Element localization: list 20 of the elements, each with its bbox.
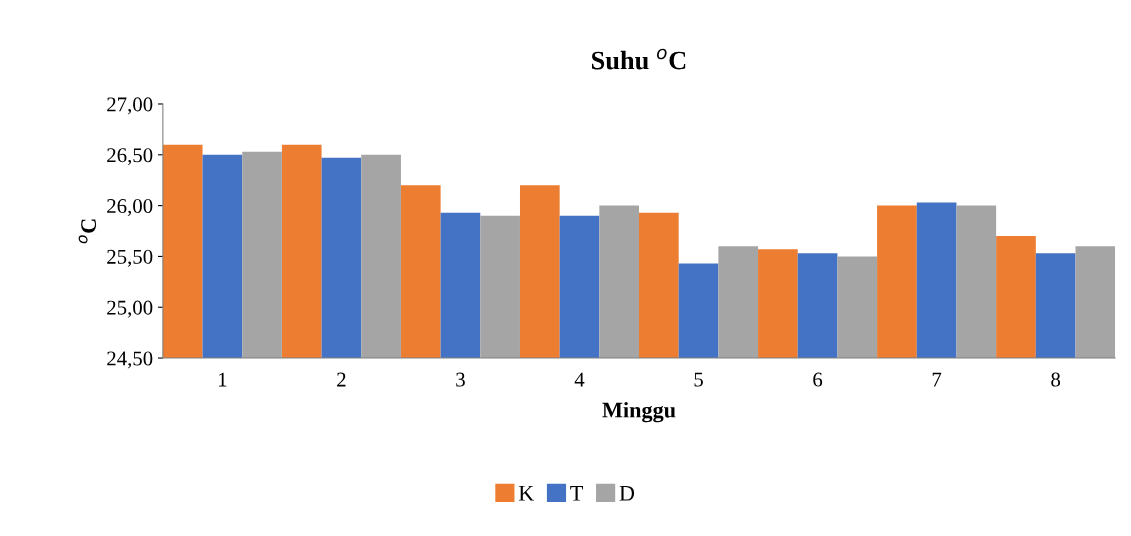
x-tick-label: 6 (813, 372, 823, 387)
y-tick-label: 26,00 (107, 198, 153, 217)
x-tick-label: 3 (456, 372, 465, 387)
legend-label: T (570, 486, 584, 501)
x-axis-title: Minggu (602, 401, 676, 423)
chart-title: Suhu $^{o}$C (592, 48, 686, 70)
x-tick-label: 7 (932, 372, 942, 387)
x-tick-label: 5 (694, 372, 703, 387)
y-tick-label: 26,50 (107, 148, 153, 166)
x-tick-label: 2 (337, 372, 346, 387)
y-tick-label: 25,50 (107, 249, 153, 267)
x-tick-label: 4 (574, 372, 585, 387)
legend-label: D (619, 486, 635, 501)
legend-label: K (518, 486, 535, 501)
y-axis-title: $^{o}$C (78, 219, 97, 244)
x-tick-label: 1 (219, 372, 227, 387)
y-tick-label: 24,50 (107, 351, 153, 369)
x-tick-label: 8 (1051, 372, 1061, 387)
y-tick-label: 27,00 (107, 97, 153, 115)
y-tick-label: 25,00 (107, 300, 153, 318)
